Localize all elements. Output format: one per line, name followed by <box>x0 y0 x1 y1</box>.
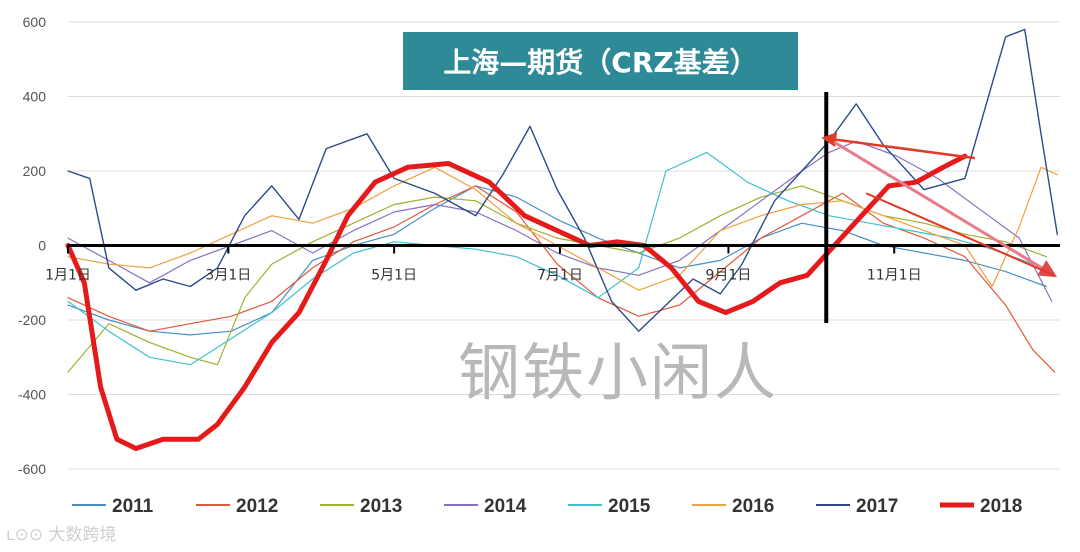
legend-label-2017: 2017 <box>856 496 898 517</box>
legend-label-2011: 2011 <box>112 496 154 517</box>
x-tick-label: 11月1日 <box>867 268 922 284</box>
y-axis-ticks: 600 400 200 0 -200 -400 -600 <box>18 14 46 477</box>
legend: 2011 2012 2013 2014 2015 2016 2017 2018 <box>72 496 1022 517</box>
y-tick-label: 200 <box>23 163 47 179</box>
x-axis-ticks: 1月1日 3月1日 5月1日 7月1日 9月1日 11月1日 <box>45 245 922 284</box>
series-line-2014 <box>67 140 1053 302</box>
legend-label-2013: 2013 <box>360 496 402 517</box>
annotations <box>821 92 1058 323</box>
x-tick-label: 9月1日 <box>706 268 752 284</box>
series-line-2017 <box>67 28 1059 332</box>
series-line-2016 <box>67 166 1058 291</box>
x-tick-label: 7月1日 <box>537 268 583 284</box>
series-lines <box>65 28 1059 451</box>
y-tick-label: 0 <box>38 238 46 254</box>
series-line-2018 <box>65 153 968 451</box>
brand-logo-icon: ʟ⊙⊙ <box>6 525 44 545</box>
chart-title: 上海—期货（CRZ基差） <box>403 32 798 90</box>
brand-watermark: ʟ⊙⊙ 大数跨境 <box>6 520 117 545</box>
legend-label-2014: 2014 <box>484 496 527 517</box>
y-tick-label: 600 <box>23 14 47 30</box>
y-tick-label: -400 <box>18 387 46 403</box>
trend-arrow <box>833 140 1058 278</box>
y-tick-label: -600 <box>18 461 46 477</box>
x-tick-label: 3月1日 <box>205 268 251 284</box>
brand-label: 大数跨境 <box>48 525 117 545</box>
legend-label-2012: 2012 <box>236 496 278 517</box>
y-tick-label: -200 <box>18 312 46 328</box>
series-line-2015 <box>67 151 1034 366</box>
y-tick-label: 400 <box>23 89 47 105</box>
x-tick-label: 1月1日 <box>45 268 91 284</box>
x-tick-label: 5月1日 <box>371 268 417 284</box>
legend-label-2018: 2018 <box>980 496 1022 517</box>
gridlines <box>68 21 1060 470</box>
trend-arrow-shadow <box>865 192 1055 277</box>
projection-arrow <box>821 132 976 160</box>
watermark-text: 钢铁小闲人 <box>458 336 779 409</box>
legend-label-2015: 2015 <box>608 496 651 517</box>
legend-label-2016: 2016 <box>732 496 774 517</box>
